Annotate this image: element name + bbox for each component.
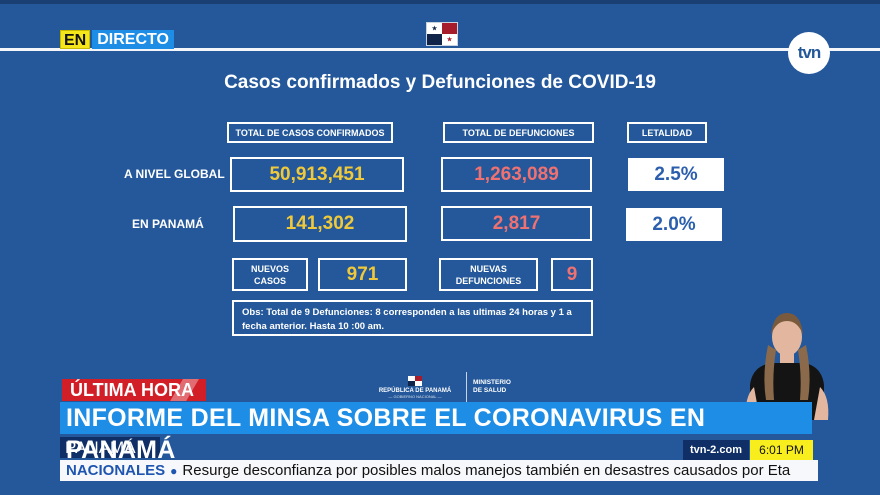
republic-text: REPÚBLICA DE PANAMÁ	[378, 387, 452, 394]
live-badge-directo: DIRECTO	[92, 30, 174, 49]
panama-confirmed: 141,302	[233, 206, 407, 242]
location-label: PANAMÁ	[60, 437, 160, 458]
header-deaths: TOTAL DE DEFUNCIONES	[443, 122, 594, 143]
news-ticker: NACIONALES ● Resurge desconfianza por po…	[60, 460, 818, 481]
website-label: tvn-2.com	[683, 440, 749, 460]
tvn-logo-text: tvn	[797, 43, 821, 62]
tvn-logo-icon: tvn	[788, 32, 830, 74]
observation-note: Obs: Total de 9 Defunciones: 8 correspon…	[232, 300, 593, 336]
live-badge: EN DIRECTO	[60, 30, 174, 49]
header-confirmed: TOTAL DE CASOS CONFIRMADOS	[227, 122, 393, 143]
header-divider	[0, 48, 880, 51]
new-deaths-label: NUEVAS DEFUNCIONES	[439, 258, 538, 291]
panama-flag-icon	[426, 22, 458, 46]
breaking-news-label: ÚLTIMA HORA	[70, 380, 194, 400]
new-deaths-value: 9	[551, 258, 593, 291]
headline-banner: INFORME DEL MINSA SOBRE EL CORONAVIRUS E…	[60, 402, 812, 464]
panama-lethality: 2.0%	[626, 208, 722, 241]
global-deaths: 1,263,089	[441, 157, 592, 192]
government-text: — GOBIERNO NACIONAL —	[388, 393, 442, 399]
ticker-category: NACIONALES	[66, 462, 166, 479]
ministry-logo: REPÚBLICA DE PANAMÁ — GOBIERNO NACIONAL …	[370, 372, 511, 402]
logo-separator	[466, 372, 467, 402]
breaking-news-badge: ÚLTIMA HORA	[62, 379, 206, 401]
republic-block: REPÚBLICA DE PANAMÁ — GOBIERNO NACIONAL …	[370, 375, 460, 399]
clock-label: 6:01 PM	[750, 440, 813, 460]
global-lethality: 2.5%	[628, 158, 724, 191]
new-cases-label: NUEVOS CASOS	[232, 258, 308, 291]
top-strip	[0, 0, 880, 4]
header-lethality: LETALIDAD	[627, 122, 707, 143]
panama-deaths: 2,817	[441, 206, 592, 241]
panama-flag-small-icon	[408, 375, 422, 386]
ministry-line2: DE SALUD	[473, 387, 507, 394]
bullet-icon: ●	[170, 463, 178, 478]
live-badge-en: EN	[60, 30, 91, 49]
row-label-panama: EN PANAMÁ	[132, 217, 204, 231]
new-cases-value: 971	[318, 258, 407, 291]
ticker-text: Resurge desconfianza por posibles malos …	[182, 462, 791, 479]
ministry-line1: MINISTERIO	[473, 379, 511, 386]
row-label-global: A NIVEL GLOBAL	[124, 167, 225, 181]
global-confirmed: 50,913,451	[230, 157, 404, 192]
infographic-title: Casos confirmados y Defunciones de COVID…	[224, 72, 656, 93]
